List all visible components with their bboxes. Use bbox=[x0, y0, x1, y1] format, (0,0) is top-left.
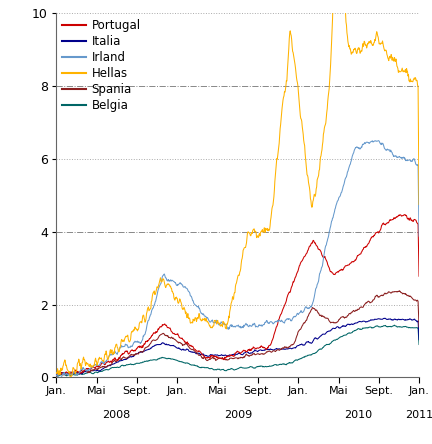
Legend: Portugal, Italia, Irland, Hellas, Spania, Belgia: Portugal, Italia, Irland, Hellas, Spania… bbox=[60, 17, 143, 115]
Text: 2008: 2008 bbox=[102, 410, 131, 420]
Text: 2010: 2010 bbox=[344, 410, 372, 420]
Text: 2011: 2011 bbox=[405, 410, 432, 420]
Text: 2009: 2009 bbox=[224, 410, 252, 420]
